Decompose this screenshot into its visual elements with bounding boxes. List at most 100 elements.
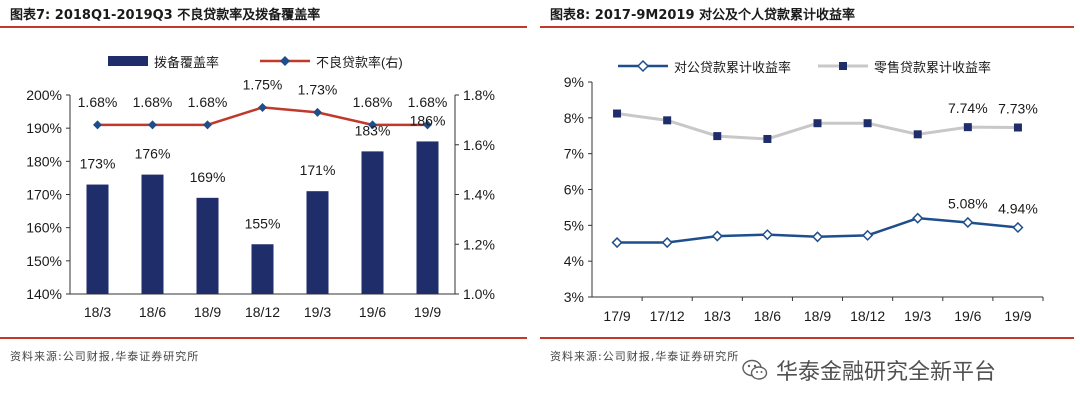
legend-series2-label: 零售贷款累计收益率 <box>874 60 991 75</box>
npl-ratio-label: 1.73% <box>298 81 338 97</box>
left-npl-line <box>93 102 432 130</box>
provision-coverage-label: 155% <box>245 215 281 231</box>
x-tick-label: 19/3 <box>904 308 931 324</box>
provision-coverage-bar <box>306 191 329 294</box>
npl-ratio-label: 1.68% <box>408 94 448 110</box>
retail-yield-point <box>713 132 722 141</box>
left-bottom-rule <box>0 337 527 339</box>
legend-line-label: 不良贷款率(右) <box>316 55 403 70</box>
provision-coverage-bar <box>141 174 164 294</box>
x-tick-label: 19/9 <box>414 304 441 320</box>
x-tick-label: 18/12 <box>245 304 280 320</box>
npl-ratio-label: 1.75% <box>243 76 283 92</box>
retail-yield-point <box>663 116 672 125</box>
corporate-yield-point <box>711 230 723 242</box>
provision-coverage-label: 176% <box>135 146 171 162</box>
watermark: 华泰金融研究全新平台 <box>742 354 996 386</box>
right-data-labels: 7.74% 7.73% 5.08% 4.94% <box>948 100 1038 216</box>
y-tick-label: 6% <box>564 182 584 198</box>
x-tick-label: 18/9 <box>804 308 831 324</box>
x-tick-label: 18/3 <box>84 304 111 320</box>
left-data-labels: 1.68% 1.68% 1.68% 1.75% 1.73% 1.68% 1.68% 173% 1… <box>78 76 448 231</box>
provision-coverage-label: 169% <box>190 169 226 185</box>
y2-tick-label: 1.4% <box>463 187 495 203</box>
y-tick-label: 200% <box>26 87 62 103</box>
provision-coverage-bar <box>251 244 274 294</box>
y-tick-label: 4% <box>564 253 584 269</box>
npl-ratio-label: 1.68% <box>353 94 393 110</box>
left-source: 资料来源:公司财报,华泰证券研究所 <box>10 350 200 363</box>
y-tick-label: 190% <box>26 120 62 136</box>
y2-tick-label: 1.2% <box>463 236 495 252</box>
y-tick-label: 140% <box>26 286 62 302</box>
legend-bar-label: 拨备覆盖率 <box>154 55 219 70</box>
npl-ratio-point <box>148 120 157 130</box>
provision-coverage-label: 173% <box>80 156 116 172</box>
y-tick-label: 160% <box>26 220 62 236</box>
right-chart-svg: 对公贷款累计收益率 零售贷款累计收益率 3% 4% 5% 6% 7% 8% 9% 17/9 17… <box>564 59 1044 324</box>
provision-coverage-label: 186% <box>410 112 446 128</box>
npl-ratio-point <box>423 120 432 130</box>
retail-yield-point <box>863 119 872 128</box>
y-tick-label: 150% <box>26 253 62 269</box>
provision-coverage-bar <box>86 184 109 294</box>
npl-ratio-point <box>368 120 377 130</box>
npl-ratio-point <box>93 120 102 130</box>
x-tick-label: 18/6 <box>139 304 166 320</box>
x-tick-label: 18/3 <box>704 308 731 324</box>
npl-ratio-point <box>203 120 212 130</box>
y-tick-label: 180% <box>26 153 62 169</box>
legend-series1-label: 对公贷款累计收益率 <box>674 60 791 75</box>
corporate-yield-point <box>661 236 673 249</box>
provision-coverage-bar <box>196 197 219 294</box>
left-title-rule <box>0 26 527 28</box>
corporate-yield-point <box>912 212 924 224</box>
right-legend: 对公贷款累计收益率 零售贷款累计收益率 <box>618 59 991 75</box>
provision-coverage-label: 171% <box>300 162 336 178</box>
legend-bar-swatch <box>108 56 148 66</box>
npl-ratio-label: 1.68% <box>133 94 173 110</box>
retail-yield-point <box>1013 123 1022 132</box>
retail-yield-label: 7.74% <box>948 100 988 116</box>
corporate-yield-point <box>811 231 824 243</box>
x-tick-label: 18/6 <box>754 308 781 324</box>
right-bottom-rule <box>540 337 1074 339</box>
provision-coverage-label: 183% <box>355 122 391 138</box>
y-tick-label: 9% <box>564 74 584 90</box>
provision-coverage-bar <box>361 151 384 294</box>
y-tick-label: 7% <box>564 146 584 162</box>
x-tick-label: 19/6 <box>359 304 386 320</box>
y-tick-label: 5% <box>564 217 584 233</box>
npl-ratio-label: 1.68% <box>188 94 228 110</box>
retail-yield-point <box>763 134 772 143</box>
y2-tick-label: 1.6% <box>463 137 495 153</box>
left-chart-title: 图表7: 2018Q1-2019Q3 不良贷款率及拨备覆盖率 <box>10 8 321 23</box>
provision-coverage-bar <box>416 141 439 294</box>
corporate-yield-label: 4.94% <box>998 200 1038 216</box>
legend-series1-marker <box>636 59 650 73</box>
x-tick-label: 19/6 <box>954 308 981 324</box>
corporate-yield-point <box>611 236 623 249</box>
npl-ratio-point <box>258 102 267 112</box>
left-axes: 140% 150% 160% 170% 180% 190% 200% 1.0% 1.2% 1.4%… <box>26 87 495 320</box>
x-tick-label: 17/12 <box>650 308 685 324</box>
y-tick-label: 170% <box>26 187 62 203</box>
x-tick-label: 17/9 <box>603 308 630 324</box>
corporate-yield-point <box>962 216 974 229</box>
wechat-icon <box>742 359 768 380</box>
right-axes: 3% 4% 5% 6% 7% 8% 9% 17/9 17/12 18/3 18/6 18/9 18/12… <box>564 74 1044 324</box>
right-chart-panel: 图表8: 2017-9M2019 对公及个人贷款累计收益率 对公贷款累计收益率 … <box>540 0 1080 417</box>
corporate-yield-point <box>1012 221 1024 234</box>
retail-yield-point <box>963 123 972 132</box>
corporate-yield-point <box>862 229 874 241</box>
retail-yield-point <box>813 119 822 128</box>
left-legend: 拨备覆盖率 不良贷款率(右) <box>108 55 403 70</box>
y2-tick-label: 1.0% <box>463 286 495 302</box>
y-tick-label: 3% <box>564 289 584 305</box>
left-chart-svg: 拨备覆盖率 不良贷款率(右) 140% 150% 160% 170% 180% 190% 2… <box>26 55 495 320</box>
right-source: 资料来源:公司财报,华泰证券研究所 <box>550 350 740 363</box>
y2-tick-label: 1.8% <box>463 87 495 103</box>
x-tick-label: 18/9 <box>194 304 221 320</box>
legend-series2-marker <box>839 62 847 70</box>
left-bars <box>86 141 439 294</box>
